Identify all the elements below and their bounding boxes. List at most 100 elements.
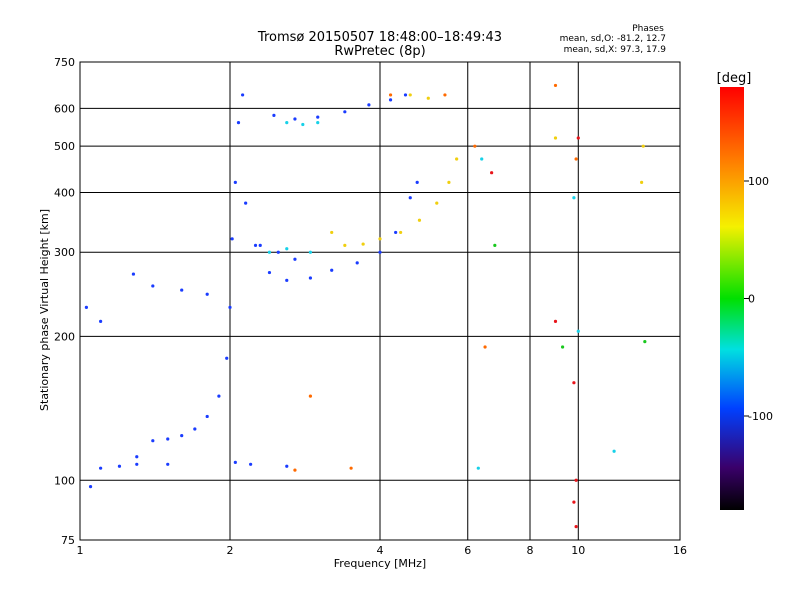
- data-point: [367, 103, 371, 107]
- data-point: [408, 93, 412, 97]
- data-point: [241, 93, 245, 97]
- colorbar: [720, 87, 744, 510]
- data-point: [293, 468, 297, 472]
- data-point: [576, 136, 580, 140]
- tick-labels: 1 2 4 6 8 10 16 75 100 200 300 400 500 600 750: [54, 56, 687, 557]
- x-tick-label: 2: [227, 544, 234, 557]
- data-point: [84, 305, 88, 309]
- data-point: [230, 237, 234, 241]
- data-point: [236, 121, 241, 125]
- data-point: [574, 157, 578, 161]
- data-point: [285, 247, 289, 251]
- colorbar-tick-label: 0: [748, 293, 755, 306]
- data-point: [285, 121, 289, 125]
- data-point: [417, 218, 422, 222]
- data-point: [394, 230, 398, 235]
- data-point: [308, 250, 313, 254]
- data-point: [574, 525, 578, 529]
- chart-subtitle: RwPretec (8p): [334, 44, 425, 59]
- data-point: [476, 466, 480, 470]
- data-point: [483, 345, 487, 349]
- data-point: [443, 93, 447, 97]
- data-point: [643, 340, 647, 344]
- data-point: [88, 485, 93, 489]
- data-point: [493, 243, 497, 248]
- y-axis-label: Stationary phase Virtual Height [km]: [38, 209, 51, 411]
- data-point: [553, 136, 558, 140]
- data-point: [572, 196, 576, 200]
- data-point: [308, 394, 313, 398]
- data-point: [135, 462, 139, 466]
- data-point: [576, 329, 580, 333]
- data-point: [641, 144, 645, 148]
- data-point: [349, 466, 353, 470]
- data-point: [193, 427, 197, 431]
- x-tick-label: 8: [527, 544, 534, 557]
- data-point: [217, 394, 221, 398]
- data-point: [301, 122, 305, 127]
- data-point: [355, 261, 359, 265]
- data-point: [267, 250, 272, 254]
- data-points: [84, 83, 647, 529]
- data-point: [99, 466, 103, 470]
- data-point: [640, 180, 644, 184]
- data-point: [480, 157, 484, 161]
- y-tick-label: 400: [54, 186, 75, 199]
- data-point: [388, 93, 393, 97]
- data-point: [308, 276, 313, 280]
- phase-info-heading: Phases: [632, 24, 664, 34]
- data-point: [272, 113, 276, 117]
- data-point: [408, 196, 412, 200]
- data-point: [447, 180, 451, 184]
- data-point: [560, 345, 565, 349]
- data-point: [151, 439, 155, 443]
- data-point: [473, 144, 477, 148]
- x-tick-label: 1: [77, 544, 84, 557]
- data-point: [166, 462, 170, 466]
- data-point: [205, 292, 209, 296]
- data-point: [293, 117, 297, 121]
- data-point: [233, 460, 237, 464]
- data-point: [399, 230, 403, 235]
- data-point: [249, 462, 253, 466]
- data-point: [553, 319, 558, 323]
- data-point: [330, 268, 334, 272]
- data-point: [316, 115, 320, 119]
- data-point: [244, 201, 248, 205]
- plot-frame: [79, 61, 681, 541]
- data-point: [403, 93, 408, 97]
- data-point: [378, 250, 382, 254]
- data-point: [166, 437, 170, 441]
- data-point: [99, 319, 103, 323]
- data-point: [131, 272, 136, 276]
- data-point: [225, 356, 229, 360]
- data-point: [276, 250, 280, 254]
- data-point: [574, 478, 578, 482]
- data-point: [180, 434, 184, 438]
- data-point: [435, 201, 439, 205]
- data-point: [361, 242, 365, 246]
- data-point: [293, 257, 297, 261]
- x-tick-label: 4: [377, 544, 384, 557]
- x-tick-label: 16: [673, 544, 687, 557]
- data-point: [285, 464, 289, 468]
- data-point: [233, 180, 237, 184]
- data-point: [117, 464, 122, 468]
- data-point: [330, 230, 334, 235]
- data-point: [228, 305, 232, 309]
- y-tick-label: 75: [61, 534, 75, 547]
- data-point: [572, 500, 576, 504]
- data-point: [490, 171, 494, 175]
- colorbar-tick-label: 100: [748, 175, 769, 188]
- colorbar-ticks: 100 0 -100: [744, 175, 773, 423]
- x-tick-label: 10: [571, 544, 585, 557]
- data-point: [343, 243, 347, 248]
- data-point: [612, 449, 616, 453]
- data-point: [388, 98, 393, 102]
- data-point: [253, 243, 258, 248]
- y-tick-label: 500: [54, 140, 75, 153]
- data-point: [426, 96, 430, 100]
- chart-title: Tromsø 20150507 18:48:00–18:49:43: [257, 30, 502, 45]
- grid-lines: [80, 62, 680, 540]
